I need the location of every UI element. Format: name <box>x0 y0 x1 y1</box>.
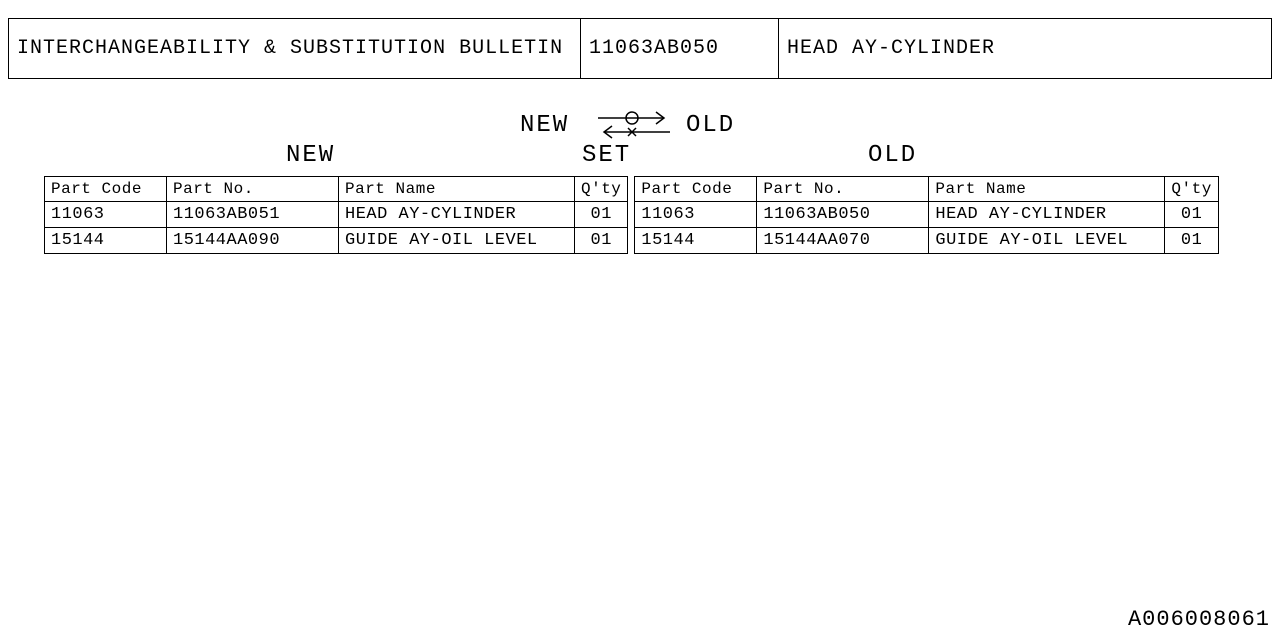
col-header-name: Part Name <box>929 177 1165 202</box>
table-header-row: Part Code Part No. Part Name Q'ty <box>45 177 628 202</box>
document-id: A006008061 <box>1128 607 1270 632</box>
cell-code: 15144 <box>635 228 757 254</box>
header-table: INTERCHANGEABILITY & SUBSTITUTION BULLET… <box>8 18 1272 79</box>
table-header-row: Part Code Part No. Part Name Q'ty <box>635 177 1218 202</box>
cell-name: HEAD AY-CYLINDER <box>929 202 1165 228</box>
cell-name: GUIDE AY-OIL LEVEL <box>339 228 575 254</box>
col-header-code: Part Code <box>45 177 167 202</box>
symbol-right-label: OLD <box>686 112 735 139</box>
symbol-left-label: NEW <box>520 112 569 139</box>
cell-no: 11063AB050 <box>757 202 929 228</box>
col-header-qty: Q'ty <box>1165 177 1218 202</box>
interchange-symbol-row: NEW OLD <box>0 106 1280 142</box>
header-part-name: HEAD AY-CYLINDER <box>779 19 1272 79</box>
table-row: 11063 11063AB051 HEAD AY-CYLINDER 01 <box>45 202 628 228</box>
col-header-no: Part No. <box>757 177 929 202</box>
cell-name: GUIDE AY-OIL LEVEL <box>929 228 1165 254</box>
col-header-no: Part No. <box>167 177 339 202</box>
col-header-qty: Q'ty <box>575 177 628 202</box>
section-label-old: OLD <box>868 142 917 169</box>
cell-code: 15144 <box>45 228 167 254</box>
header-part-no: 11063AB050 <box>581 19 779 79</box>
table-row: 11063 11063AB050 HEAD AY-CYLINDER 01 <box>635 202 1218 228</box>
cell-no: 15144AA070 <box>757 228 929 254</box>
cell-qty: 01 <box>1165 202 1218 228</box>
table-row: 15144 15144AA070 GUIDE AY-OIL LEVEL 01 <box>635 228 1218 254</box>
section-label-new: NEW <box>286 142 335 169</box>
section-labels: NEW SET OLD <box>0 142 1280 172</box>
col-header-code: Part Code <box>635 177 757 202</box>
cell-qty: 01 <box>575 228 628 254</box>
col-header-name: Part Name <box>339 177 575 202</box>
table-row: 15144 15144AA090 GUIDE AY-OIL LEVEL 01 <box>45 228 628 254</box>
old-parts-table: Part Code Part No. Part Name Q'ty 11063 … <box>634 176 1218 254</box>
cell-qty: 01 <box>575 202 628 228</box>
cell-code: 11063 <box>635 202 757 228</box>
cell-no: 11063AB051 <box>167 202 339 228</box>
cell-name: HEAD AY-CYLINDER <box>339 202 575 228</box>
header-title: INTERCHANGEABILITY & SUBSTITUTION BULLET… <box>9 19 581 79</box>
parts-tables-wrap: Part Code Part No. Part Name Q'ty 11063 … <box>44 176 1236 254</box>
cell-code: 11063 <box>45 202 167 228</box>
cell-no: 15144AA090 <box>167 228 339 254</box>
bulletin-page: INTERCHANGEABILITY & SUBSTITUTION BULLET… <box>0 0 1280 640</box>
cell-qty: 01 <box>1165 228 1218 254</box>
interchange-arrows-icon <box>594 106 674 142</box>
new-parts-table: Part Code Part No. Part Name Q'ty 11063 … <box>44 176 628 254</box>
section-label-set: SET <box>582 142 631 169</box>
